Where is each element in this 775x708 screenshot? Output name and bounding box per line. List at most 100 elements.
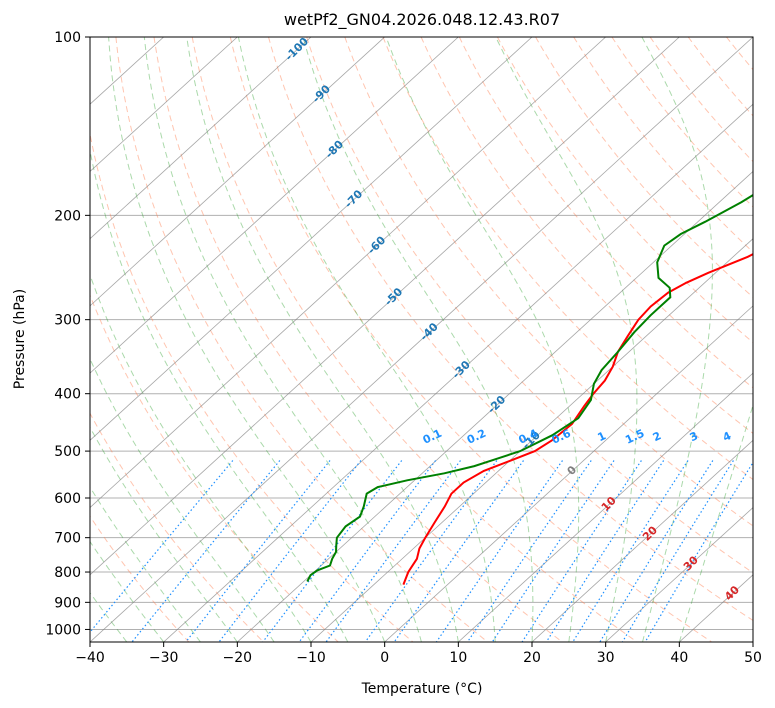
plot-area: -100-90-80-70-60-50-40-30-20-10010203040… (90, 37, 775, 642)
dry-adiabats (90, 37, 775, 642)
y-tick-label: 700 (54, 531, 81, 547)
pressure-grid (90, 37, 753, 630)
y-tick-label: 300 (54, 313, 81, 329)
isotherm-line (384, 305, 753, 642)
mixing-ratio-line (572, 460, 689, 642)
plot-frame (89, 36, 754, 643)
moist-adiabats (90, 37, 753, 642)
mixing-ratio-label: 1 (596, 429, 608, 444)
moist-adiabat (186, 37, 459, 642)
dry-adiabat (344, 37, 753, 527)
isotherm-line (90, 37, 606, 509)
isotherm-line (310, 238, 753, 642)
mixing-ratio-line (131, 460, 281, 642)
x-tick-label: 40 (670, 650, 688, 666)
isotherm-line (90, 37, 312, 240)
dry-adiabat (90, 293, 339, 642)
mixing-ratio-line (521, 460, 642, 642)
moist-adiabat (90, 148, 349, 642)
moist-adiabat (385, 37, 580, 642)
moist-adiabat (143, 37, 422, 642)
dry-adiabat (573, 37, 753, 253)
isotherms (90, 37, 753, 642)
mixing-ratio-line (90, 460, 234, 634)
x-ticks: −40 −30 −20 −10 0 10 20 30 40 50 (75, 642, 762, 666)
dry-adiabat (191, 37, 638, 642)
dry-adiabat (90, 515, 190, 642)
isotherm-line (90, 37, 680, 576)
x-tick-label: −30 (149, 650, 179, 666)
mixing-ratio-label: 0.1 (421, 427, 444, 447)
moist-adiabat (237, 37, 496, 642)
x-axis-label: Temperature (°C) (361, 681, 483, 697)
moist-adiabat (90, 426, 238, 642)
dry-adiabat (382, 37, 753, 481)
y-tick-label: 200 (54, 208, 81, 224)
isotherm-line (752, 641, 753, 642)
y-ticks: 100 200 300 400 500 600 700 800 900 1000 (45, 30, 90, 638)
mixing-ratio-line (435, 460, 563, 642)
moist-adiabat (90, 540, 165, 642)
mixing-ratio-line (218, 460, 362, 642)
dry-adiabat (496, 37, 753, 344)
mixing-ratio-line (545, 460, 665, 642)
mixing-ratio-label: 2 (651, 429, 663, 444)
isotherm-line (90, 37, 533, 441)
x-tick-label: −40 (75, 650, 105, 666)
mixing-ratio-line (621, 460, 734, 642)
dry-adiabat (229, 37, 712, 642)
isotherm-line (605, 507, 753, 642)
dry-adiabat (153, 37, 563, 642)
dry-adiabat (611, 37, 753, 208)
mixing-ratio-line (599, 460, 714, 642)
mixing-ratio-line (185, 460, 331, 642)
mixing-ratio-lines (90, 460, 753, 642)
isotherm-line (163, 103, 753, 642)
moist-adiabat (678, 403, 753, 642)
isotherm-line (458, 372, 753, 642)
mixing-ratio-line (298, 460, 437, 642)
dry-adiabat (90, 412, 264, 642)
y-tick-label: 900 (54, 595, 81, 611)
y-tick-label: 500 (54, 444, 81, 460)
y-tick-label: 400 (54, 387, 81, 403)
moist-adiabat (90, 486, 201, 642)
mixing-ratio-label: 1.5 (623, 427, 646, 447)
isotherm-line (90, 37, 238, 172)
x-tick-label: 30 (597, 650, 615, 666)
dry-adiabat (115, 37, 488, 642)
x-tick-label: −10 (296, 650, 326, 666)
isotherm-line (531, 439, 753, 642)
dry-adiabat (687, 37, 753, 117)
y-tick-label: 1000 (45, 622, 81, 638)
y-tick-label: 100 (54, 30, 81, 46)
moist-adiabat (90, 591, 128, 642)
dry-adiabat (649, 37, 753, 163)
x-tick-label: 20 (523, 650, 541, 666)
dry-adiabat (535, 37, 753, 298)
dry-adiabat (90, 131, 414, 642)
moist-adiabat (302, 37, 534, 642)
y-axis-label: Pressure (hPa) (12, 289, 28, 389)
moist-adiabat (90, 357, 275, 642)
profile-series (306, 193, 753, 585)
isotherm-line (237, 170, 753, 642)
chart-title: wetPf2_GN04.2026.048.12.43.R07 (284, 10, 560, 30)
mixing-ratio-line (467, 460, 592, 642)
x-tick-label: 10 (449, 650, 467, 666)
x-tick-label: 0 (380, 650, 389, 666)
mixing-ratio-labels: 0.10.20.40.611.52346810131620253036 (421, 427, 771, 447)
x-tick-label: −20 (223, 650, 253, 666)
mixing-ratio-line (364, 460, 498, 642)
mixing-ratio-line (325, 460, 461, 642)
mixing-ratio-label: 6 (758, 429, 771, 444)
moist-adiabat (641, 37, 713, 642)
dry-adiabat (765, 37, 775, 642)
isotherm-line (90, 37, 459, 374)
mixing-ratio-line (491, 460, 615, 642)
temperature-profile (402, 253, 753, 585)
isotherm-line (90, 37, 753, 642)
mixing-ratio-label: 0.6 (550, 427, 573, 447)
y-tick-label: 800 (54, 565, 81, 581)
mixing-ratio-line (393, 460, 524, 642)
